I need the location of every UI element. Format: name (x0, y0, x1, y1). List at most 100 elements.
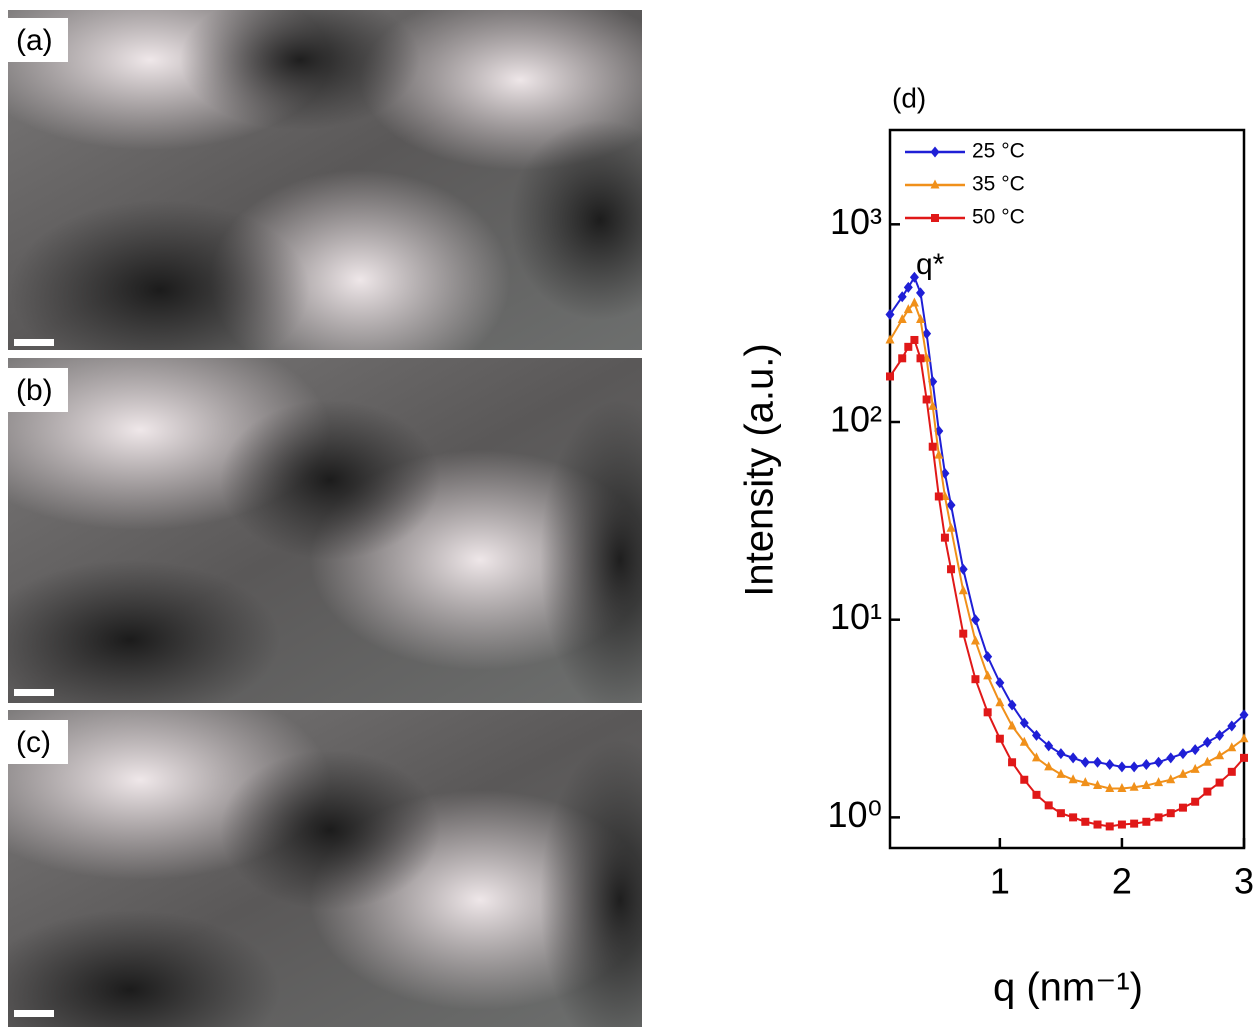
marker (1080, 777, 1090, 787)
marker (1117, 820, 1126, 829)
marker (885, 308, 895, 320)
marker (897, 291, 907, 303)
marker (1093, 820, 1102, 829)
marker (1068, 774, 1078, 784)
panel-label: (a) (16, 24, 53, 57)
marker (1166, 752, 1176, 764)
marker (909, 297, 919, 307)
marker (995, 734, 1004, 743)
marker (1202, 756, 1212, 766)
x-tick-label: 1 (990, 861, 1010, 902)
marker (947, 565, 956, 574)
marker (1019, 736, 1029, 746)
marker (1227, 742, 1237, 752)
panel-label: (b) (16, 374, 53, 407)
marker (1069, 813, 1078, 822)
marker (970, 635, 980, 645)
series-line (889, 274, 1245, 768)
x-tick-label: 3 (1234, 861, 1254, 902)
marker (958, 585, 968, 595)
y-axis-label: Intensity (a.u.) (738, 343, 782, 596)
marker (1031, 729, 1041, 741)
marker (897, 314, 907, 324)
marker (1020, 775, 1029, 784)
marker (983, 651, 993, 663)
y-tick-label: 10¹ (830, 596, 882, 637)
marker (1154, 777, 1164, 787)
micrograph (8, 710, 642, 1027)
marker (1129, 781, 1139, 791)
legend-label: 35 °C (972, 173, 1025, 196)
marker (916, 354, 925, 363)
marker (928, 442, 937, 451)
marker (1142, 817, 1151, 826)
y-tick-label: 10² (830, 399, 882, 440)
chart-title: (d) (892, 82, 926, 113)
micrograph (8, 358, 642, 703)
series-line (889, 338, 1245, 828)
marker (983, 708, 992, 717)
marker (1191, 797, 1200, 806)
marker (903, 281, 913, 293)
marker (1044, 801, 1053, 810)
marker (1105, 759, 1115, 771)
marker (1215, 729, 1225, 741)
marker (971, 675, 980, 684)
marker (1007, 720, 1017, 730)
marker (1240, 753, 1248, 762)
label-box (8, 720, 68, 764)
marker (922, 395, 931, 404)
marker (1105, 822, 1114, 831)
marker (1032, 790, 1041, 799)
marker (1166, 809, 1175, 818)
marker (1081, 817, 1090, 826)
marker (1141, 779, 1151, 789)
marker (995, 677, 1005, 689)
micrograph (8, 10, 642, 350)
marker (940, 533, 949, 542)
plot-frame (888, 128, 1246, 850)
marker (1227, 720, 1237, 732)
marker (1130, 819, 1139, 828)
marker (1239, 733, 1249, 743)
marker (904, 342, 913, 351)
marker (916, 287, 926, 299)
x-tick-label: 2 (1112, 861, 1132, 902)
marker (1227, 767, 1236, 776)
marker (1056, 809, 1065, 818)
marker (1202, 736, 1212, 748)
marker (1141, 759, 1151, 771)
marker (930, 146, 940, 158)
marker (1178, 803, 1187, 812)
marker (1093, 756, 1103, 768)
marker (885, 334, 895, 344)
marker (1093, 779, 1103, 789)
marker (1105, 782, 1115, 792)
marker (1056, 768, 1066, 778)
label-box (8, 18, 68, 62)
y-tick-label: 10⁰ (828, 794, 882, 835)
marker (1080, 756, 1090, 768)
marker (959, 629, 968, 638)
marker (1056, 748, 1066, 760)
marker (928, 400, 938, 410)
marker (909, 271, 919, 283)
marker (1215, 778, 1224, 787)
legend-label: 25 °C (972, 140, 1025, 163)
marker (1019, 717, 1029, 729)
label-box (8, 368, 68, 412)
marker (1190, 763, 1200, 773)
marker (910, 335, 919, 344)
marker (1007, 699, 1017, 711)
marker (1068, 752, 1078, 764)
legend-label: 50 °C (972, 206, 1025, 229)
marker (898, 354, 907, 363)
marker (1154, 813, 1163, 822)
marker (946, 522, 956, 532)
marker (1117, 761, 1127, 773)
y-tick-label: 10³ (830, 201, 882, 242)
marker (958, 563, 968, 575)
marker (1239, 709, 1249, 721)
marker (1031, 752, 1041, 762)
